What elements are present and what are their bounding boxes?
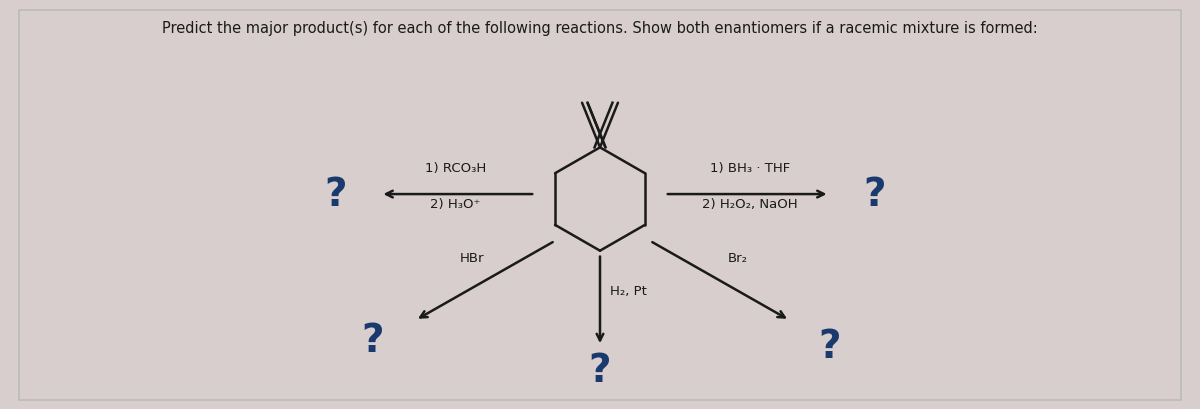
Text: 2) H₃O⁺: 2) H₃O⁺	[430, 198, 480, 211]
Text: 1) RCO₃H: 1) RCO₃H	[425, 162, 486, 175]
Text: HBr: HBr	[460, 251, 485, 264]
Text: ?: ?	[863, 175, 886, 213]
Text: ?: ?	[818, 327, 841, 365]
Text: Br₂: Br₂	[727, 251, 748, 264]
Text: 1) BH₃ · THF: 1) BH₃ · THF	[709, 162, 790, 175]
Text: ?: ?	[361, 321, 384, 359]
Text: ?: ?	[324, 175, 347, 213]
Text: 2) H₂O₂, NaOH: 2) H₂O₂, NaOH	[702, 198, 798, 211]
Text: H₂, Pt: H₂, Pt	[610, 284, 647, 297]
Text: ?: ?	[589, 351, 611, 389]
Text: Predict the major product(s) for each of the following reactions. Show both enan: Predict the major product(s) for each of…	[162, 21, 1038, 36]
